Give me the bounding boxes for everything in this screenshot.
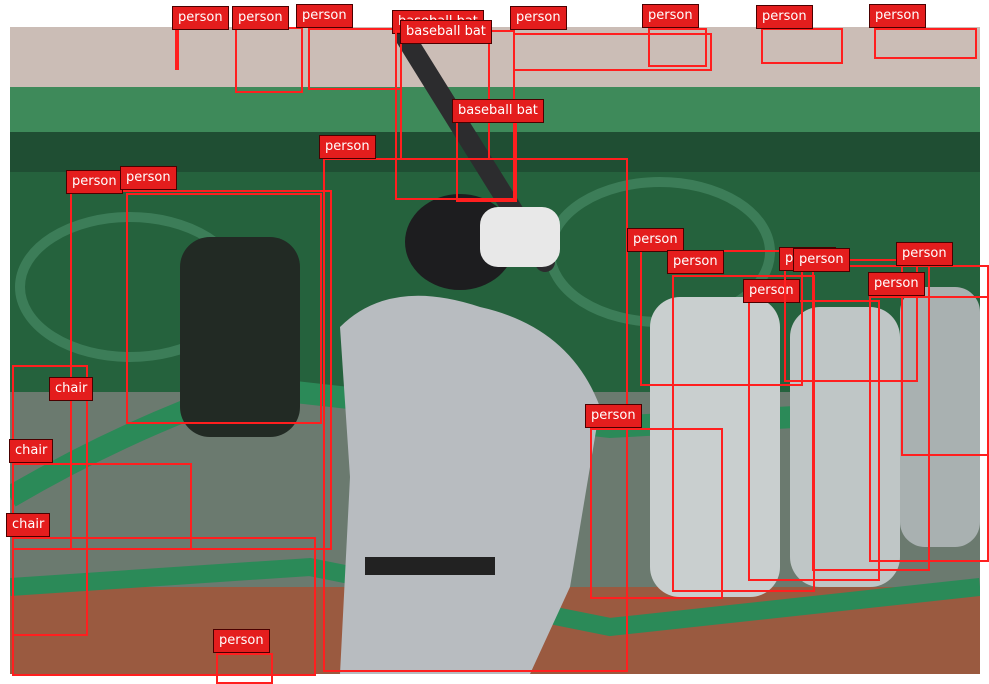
batter-belt: [365, 557, 495, 575]
detection-label: person: [642, 4, 699, 28]
baseball-scene: [10, 27, 980, 674]
bg-player-4: [900, 287, 980, 547]
photo: [10, 27, 980, 674]
bg-player-3: [790, 307, 900, 587]
detection-label: person: [756, 5, 813, 29]
bg-player-1: [180, 237, 300, 437]
bg-player-2: [650, 297, 780, 597]
detection-label: person: [296, 4, 353, 28]
batter-body: [340, 295, 600, 674]
stands-rail: [10, 87, 980, 137]
detection-label: person: [869, 4, 926, 28]
batter-gloves: [480, 207, 560, 267]
